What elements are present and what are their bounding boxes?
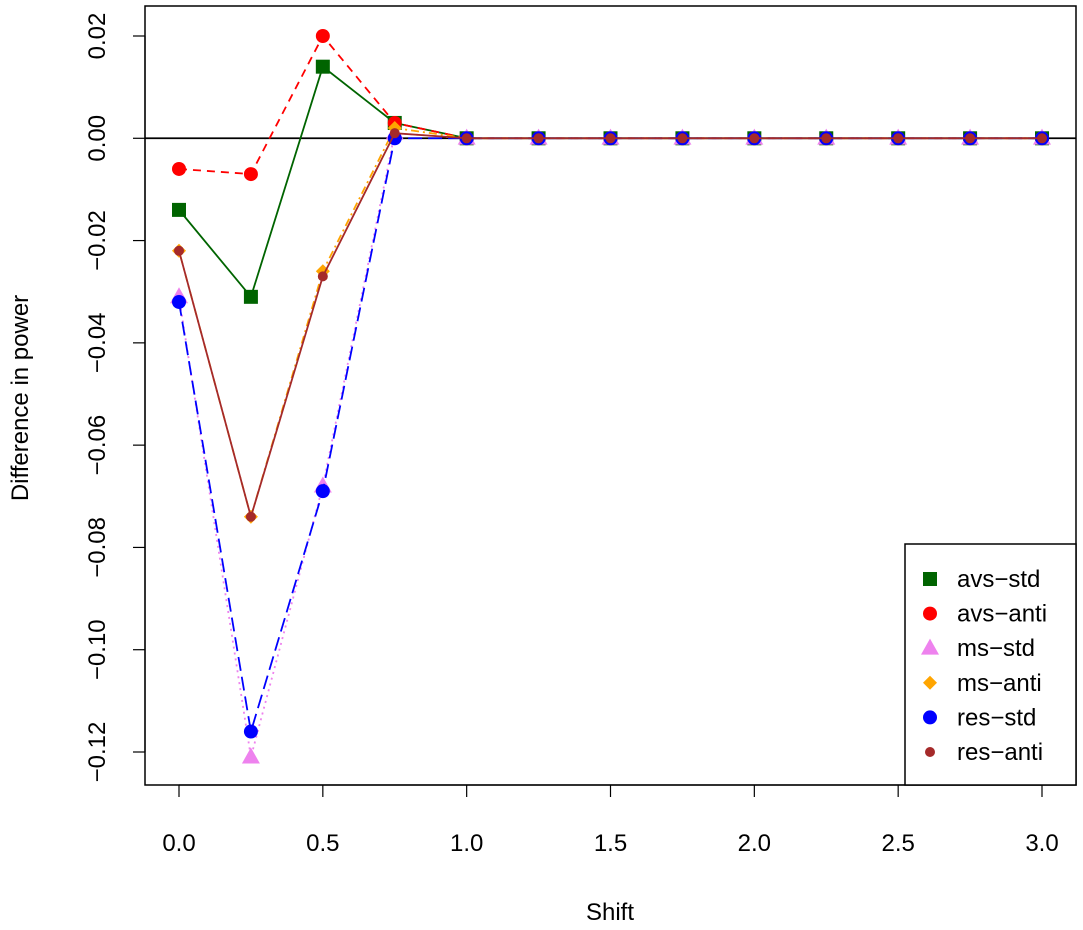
x-tick-label: 1.0 <box>450 830 483 857</box>
legend-label: avs−std <box>957 566 1040 593</box>
legend-marker <box>923 675 937 690</box>
data-point <box>243 167 258 182</box>
series-0 <box>172 59 1049 304</box>
data-point <box>172 202 186 217</box>
data-point <box>965 133 976 144</box>
data-point <box>533 133 544 144</box>
legend-marker <box>921 638 939 655</box>
series-layer <box>170 29 1051 764</box>
data-point <box>677 133 688 144</box>
series-1 <box>172 29 1049 182</box>
x-tick-label: 3.0 <box>1025 830 1058 857</box>
legend-label: ms−anti <box>957 670 1042 697</box>
series-line <box>178 65 1042 299</box>
legend-label: res−anti <box>957 739 1043 766</box>
data-point <box>174 245 184 256</box>
legend-item: avs−std <box>923 566 1040 593</box>
data-point <box>605 133 616 144</box>
legend-item: ms−std <box>921 635 1035 662</box>
axes-layer: 0.0 0.5 1.0 1.5 2.0 2.5 3.0 −0.12 −0.10 −0.08 −0.0… <box>84 13 1059 857</box>
legend-item: avs−anti <box>923 601 1047 628</box>
data-point <box>389 128 400 139</box>
y-tick-label: 0.02 <box>84 13 111 60</box>
series-line <box>178 132 1042 521</box>
y-tick-label: −0.04 <box>84 312 111 373</box>
y-axis-title: Difference in power <box>7 295 34 501</box>
legend-label: res−std <box>957 704 1036 731</box>
x-tick-label: 2.5 <box>881 830 914 857</box>
y-tick-label: −0.08 <box>84 517 111 578</box>
y-tick-label: −0.10 <box>84 619 111 680</box>
y-tick-label: 0.00 <box>84 115 111 162</box>
legend-item: res−std <box>923 704 1036 731</box>
series-5 <box>174 128 1047 522</box>
y-tick-label: −0.06 <box>84 415 111 476</box>
x-tick-label: 0.5 <box>306 830 339 857</box>
data-point <box>243 724 258 739</box>
y-tick-label: −0.02 <box>84 210 111 271</box>
data-point <box>243 289 258 304</box>
data-point <box>315 29 330 43</box>
legend-item: ms−anti <box>923 670 1042 697</box>
x-tick-label: 2.0 <box>738 830 771 857</box>
legend-label: ms−std <box>957 635 1035 662</box>
data-point <box>821 133 832 144</box>
series-line <box>178 34 1042 176</box>
data-point <box>172 294 186 309</box>
data-point <box>241 747 260 764</box>
legend-item: res−anti <box>925 739 1043 766</box>
data-point <box>461 133 472 144</box>
data-point <box>245 511 256 522</box>
data-point <box>893 133 904 144</box>
data-point <box>1037 133 1047 144</box>
x-axis-title: Shift <box>586 899 634 926</box>
legend-marker <box>923 606 937 621</box>
legend-marker <box>925 747 935 757</box>
data-point <box>315 59 330 74</box>
data-point <box>315 484 330 499</box>
legend-label: avs−anti <box>957 601 1047 628</box>
data-point <box>317 271 328 282</box>
legend-marker <box>923 710 937 725</box>
x-tick-label: 0.0 <box>162 830 195 857</box>
data-point <box>172 161 186 176</box>
legend-marker <box>923 572 937 586</box>
legend: avs−std avs−anti ms−std ms−anti res−std res−a… <box>904 543 1077 786</box>
x-tick-label: 1.5 <box>594 830 627 857</box>
data-point <box>749 133 760 144</box>
series-3 <box>172 121 1049 524</box>
y-tick-label: −0.12 <box>84 722 111 783</box>
